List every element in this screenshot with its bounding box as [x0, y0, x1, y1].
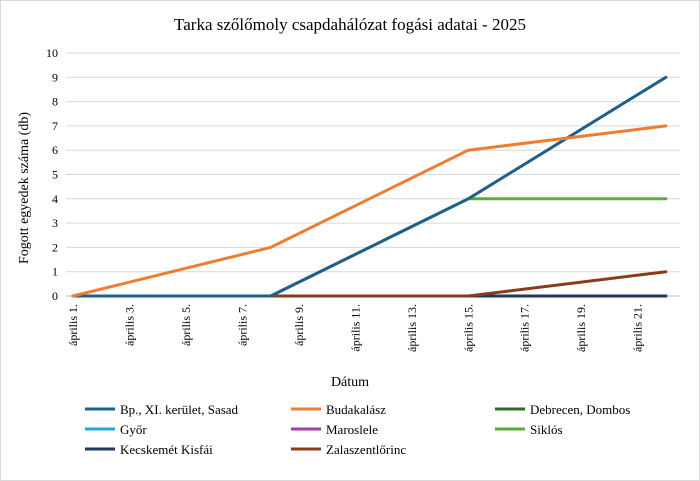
series-lines: [71, 75, 668, 298]
x-axis-label: Dátum: [331, 375, 369, 390]
y-tick-label: 3: [52, 216, 58, 230]
x-tick-label: április 15.: [461, 304, 475, 352]
legend-label: Budakalász: [326, 402, 386, 417]
x-tick-label: április 11.: [348, 304, 362, 352]
y-tick-label: 4: [52, 192, 58, 206]
y-tick-label: 0: [52, 289, 58, 303]
legend-label: Zalaszentlőrinc: [326, 442, 406, 457]
x-tick-label: április 19.: [574, 304, 588, 352]
legend-label: Kecskemét Kisfái: [120, 442, 213, 457]
x-axis-ticks: április 1. április 3. április 5. április 7.…: [66, 304, 645, 352]
y-axis-ticks: 0 1 2 3 4 5 6 7 8 9 10: [46, 46, 58, 303]
x-tick-label: április 17.: [518, 304, 532, 352]
x-tick-label: április 5.: [179, 304, 193, 346]
legend-label: Bp., XI. kerület, Sasad: [120, 402, 239, 417]
y-tick-label: 2: [52, 240, 58, 254]
series-line: [71, 75, 668, 298]
y-tick-label: 9: [52, 70, 58, 84]
legend-label: Maroslele: [326, 422, 378, 437]
x-tick-label: április 13.: [405, 304, 419, 352]
x-tick-label: április 9.: [292, 304, 306, 346]
y-tick-label: 7: [52, 119, 58, 133]
legend-label: Győr: [120, 422, 147, 437]
chart-title: Tarka szőlőmoly csapdahálózat fogási ada…: [174, 15, 526, 34]
x-tick-label: április 7.: [235, 304, 249, 346]
y-tick-label: 1: [52, 265, 58, 279]
y-axis-label: Fogott egyedek száma (db): [17, 112, 32, 264]
y-tick-label: 10: [46, 46, 58, 60]
y-tick-label: 8: [52, 95, 58, 109]
y-tick-label: 6: [52, 143, 58, 157]
y-tick-label: 5: [52, 168, 58, 182]
legend-label: Debrecen, Dombos: [530, 402, 630, 417]
gridlines: [66, 52, 680, 297]
legend: Bp., XI. kerület, Sasad Budakalász Debrece…: [85, 402, 630, 457]
series-line: [71, 124, 668, 298]
x-tick-label: április 1.: [66, 304, 80, 346]
x-tick-label: április 3.: [123, 304, 137, 346]
legend-label: Siklós: [530, 422, 563, 437]
x-tick-label: április 21.: [631, 304, 645, 352]
